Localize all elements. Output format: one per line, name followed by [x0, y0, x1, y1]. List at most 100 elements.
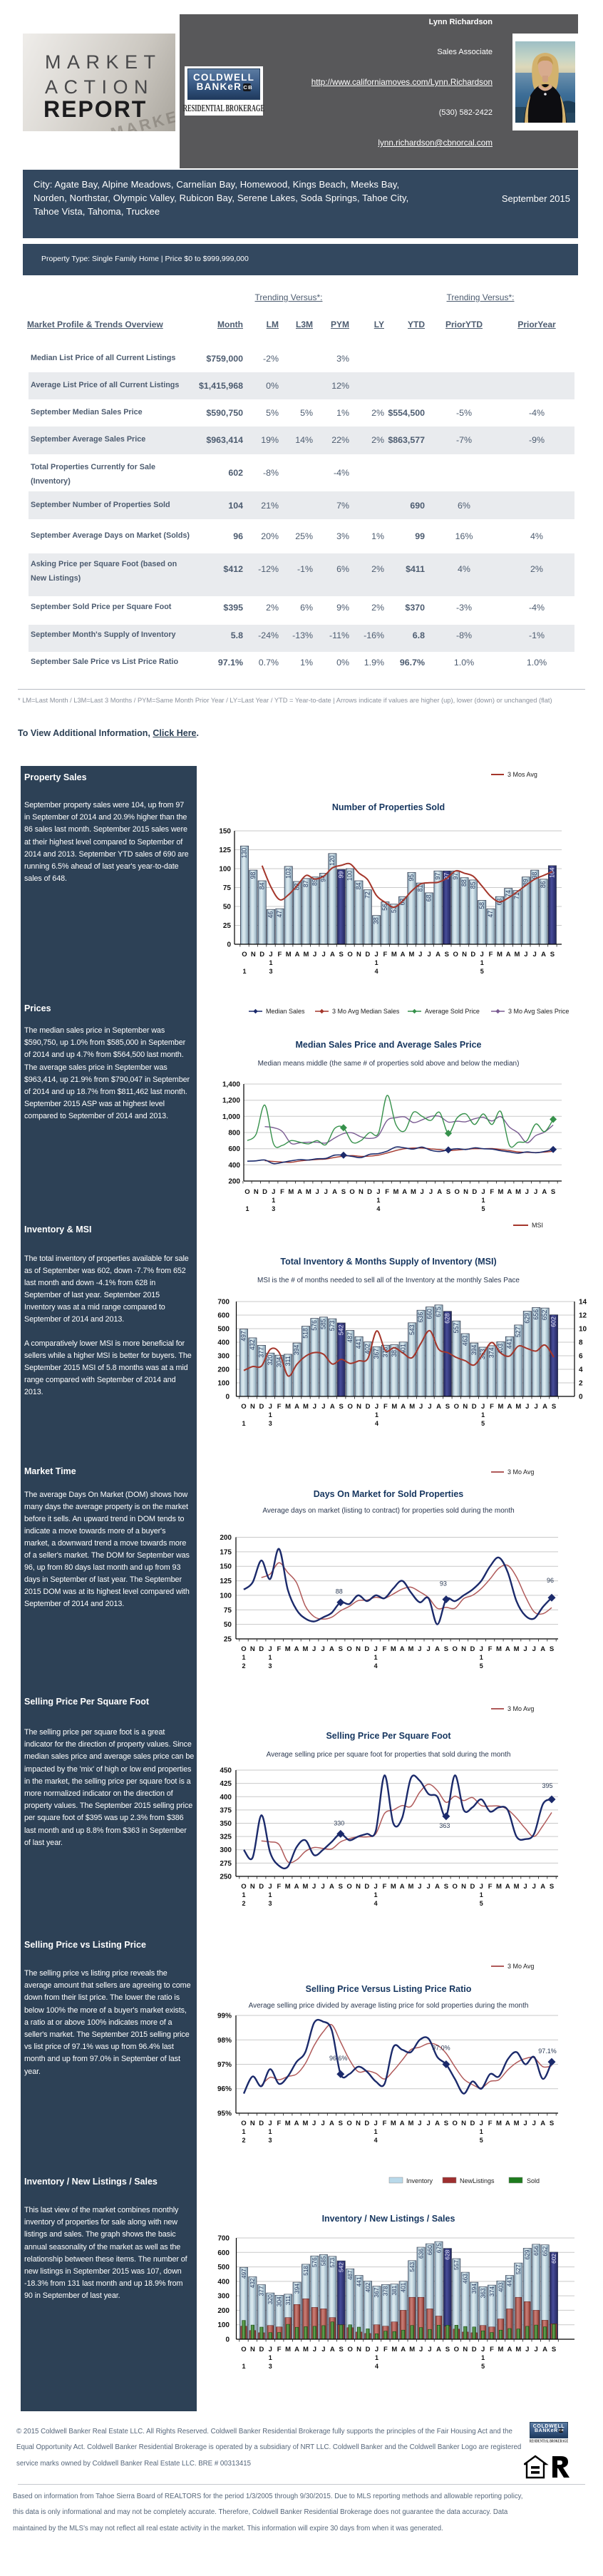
- svg-text:O: O: [453, 951, 458, 959]
- svg-text:J: J: [321, 1403, 325, 1411]
- svg-text:F: F: [488, 2120, 493, 2127]
- svg-text:J: J: [269, 951, 272, 959]
- svg-text:J: J: [427, 951, 431, 959]
- svg-text:J: J: [421, 1188, 424, 1196]
- svg-text:M: M: [515, 951, 520, 959]
- svg-text:N: N: [359, 1188, 364, 1196]
- svg-text:441: 441: [355, 2276, 362, 2286]
- svg-text:Number of Properties Sold: Number of Properties Sold: [332, 802, 445, 812]
- svg-text:J: J: [535, 1403, 538, 1411]
- svg-text:D: D: [259, 951, 264, 959]
- svg-text:0: 0: [225, 1394, 230, 1401]
- svg-text:N: N: [463, 1188, 468, 1196]
- svg-text:543: 543: [408, 2261, 416, 2271]
- svg-text:D: D: [365, 951, 370, 959]
- svg-text:S: S: [444, 2120, 448, 2127]
- svg-text:M: M: [391, 2346, 397, 2353]
- svg-text:D: D: [259, 2120, 264, 2127]
- svg-text:J: J: [533, 951, 537, 959]
- svg-text:3 Mo Avg Median Sales: 3 Mo Avg Median Sales: [332, 1008, 400, 1015]
- svg-text:J: J: [418, 1645, 421, 1653]
- svg-text:96%: 96%: [217, 2085, 232, 2093]
- svg-text:Average selling price per squa: Average selling price per square foot fo…: [267, 1751, 511, 1759]
- svg-text:1: 1: [375, 1411, 378, 1419]
- svg-text:97: 97: [452, 873, 459, 880]
- svg-text:1: 1: [374, 2128, 378, 2135]
- svg-text:J: J: [480, 2120, 483, 2127]
- svg-text:N: N: [356, 2346, 361, 2353]
- svg-text:J: J: [525, 1403, 529, 1411]
- svg-text:J: J: [321, 1883, 324, 1891]
- svg-text:394: 394: [470, 1345, 478, 1356]
- svg-text:47: 47: [276, 911, 283, 918]
- svg-text:A: A: [329, 1883, 334, 1891]
- svg-text:394: 394: [293, 2284, 300, 2294]
- svg-text:N: N: [250, 1883, 255, 1891]
- svg-text:1: 1: [481, 1411, 485, 1419]
- svg-text:401: 401: [400, 2282, 407, 2292]
- svg-text:S: S: [339, 2120, 343, 2127]
- svg-text:J: J: [481, 2346, 485, 2353]
- svg-text:J: J: [418, 951, 422, 959]
- svg-text:652: 652: [541, 1310, 548, 1321]
- svg-text:74: 74: [505, 890, 512, 897]
- svg-text:J: J: [532, 1883, 536, 1891]
- svg-text:12: 12: [579, 1312, 587, 1320]
- svg-text:585: 585: [320, 2256, 327, 2266]
- svg-text:M: M: [391, 1883, 396, 1891]
- svg-text:A: A: [294, 1645, 299, 1653]
- svg-text:1: 1: [376, 1197, 380, 1204]
- svg-text:O: O: [348, 1403, 353, 1411]
- svg-text:M: M: [408, 2120, 414, 2127]
- svg-text:300: 300: [220, 1846, 232, 1854]
- svg-text:375: 375: [220, 1806, 232, 1814]
- svg-text:A: A: [435, 2120, 440, 2127]
- svg-text:F: F: [383, 951, 387, 959]
- svg-text:527: 527: [515, 2264, 522, 2274]
- svg-text:A: A: [540, 1645, 545, 1653]
- svg-text:394: 394: [470, 2284, 478, 2294]
- svg-text:5: 5: [481, 1420, 485, 1427]
- svg-text:Selling Price Per Square Foot: Selling Price Per Square Foot: [326, 1731, 451, 1741]
- svg-text:53: 53: [390, 906, 397, 913]
- svg-text:M: M: [302, 2120, 308, 2127]
- svg-text:F: F: [383, 1403, 388, 1411]
- svg-text:O: O: [453, 1883, 458, 1891]
- svg-text:636: 636: [417, 2249, 424, 2259]
- svg-text:1: 1: [480, 1891, 483, 1898]
- svg-text:J: J: [419, 2346, 423, 2353]
- svg-text:542: 542: [337, 1324, 344, 1335]
- svg-text:F: F: [488, 1883, 493, 1891]
- svg-text:S: S: [446, 1188, 450, 1196]
- svg-text:1: 1: [269, 1411, 272, 1419]
- svg-text:NewListings: NewListings: [460, 2177, 495, 2184]
- svg-text:M: M: [408, 1883, 414, 1891]
- svg-text:A: A: [436, 2346, 441, 2353]
- svg-text:M: M: [496, 1645, 502, 1653]
- svg-text:MSI: MSI: [532, 1222, 543, 1229]
- svg-text:330: 330: [334, 1819, 344, 1826]
- svg-text:J: J: [374, 951, 378, 959]
- svg-text:A: A: [332, 1188, 337, 1196]
- svg-text:100: 100: [219, 866, 231, 874]
- svg-text:J: J: [525, 2346, 529, 2353]
- svg-text:F: F: [383, 2120, 387, 2127]
- svg-text:576: 576: [311, 2257, 318, 2267]
- svg-text:J: J: [375, 2346, 378, 2353]
- svg-text:J: J: [269, 1403, 272, 1411]
- svg-text:103: 103: [284, 868, 292, 879]
- svg-text:A: A: [505, 2120, 510, 2127]
- svg-text:S: S: [550, 951, 555, 959]
- svg-text:1: 1: [480, 959, 484, 966]
- svg-text:F: F: [490, 1188, 494, 1196]
- svg-text:J: J: [312, 2120, 316, 2127]
- svg-text:1: 1: [269, 2354, 272, 2361]
- svg-text:3: 3: [269, 968, 272, 975]
- svg-text:A: A: [402, 1188, 407, 1196]
- svg-text:M: M: [391, 951, 397, 959]
- svg-text:O: O: [453, 2120, 458, 2127]
- svg-text:8: 8: [579, 1339, 583, 1347]
- svg-text:441: 441: [506, 2276, 513, 2286]
- svg-text:120: 120: [329, 855, 336, 866]
- svg-text:M: M: [498, 1403, 504, 1411]
